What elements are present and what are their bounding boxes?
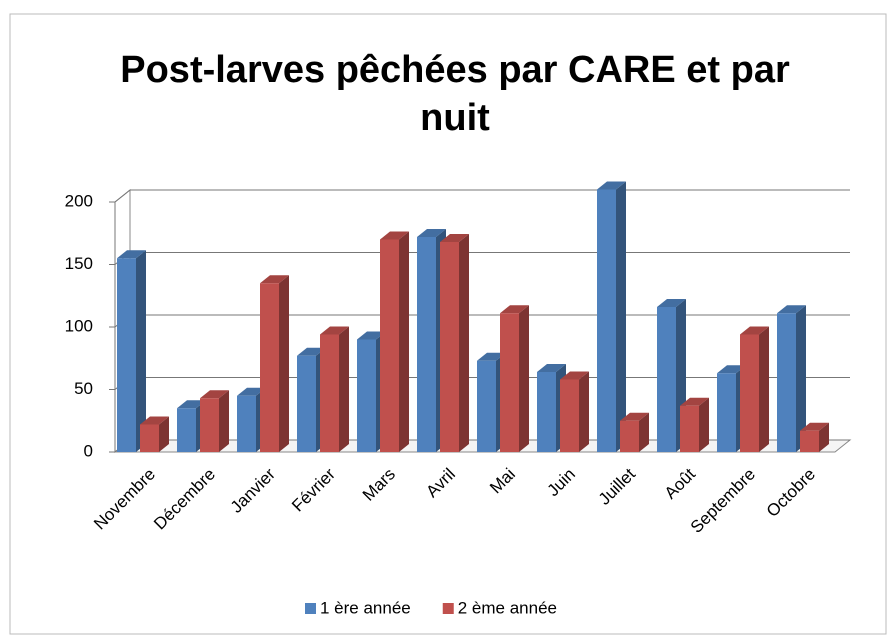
- bar-top: [477, 352, 506, 361]
- bar: [500, 305, 529, 452]
- bar-front: [740, 334, 759, 452]
- bar-side: [819, 422, 829, 452]
- bar: [320, 326, 349, 452]
- legend-swatch: [442, 603, 454, 614]
- bar-front: [717, 373, 736, 452]
- bar-front: [140, 424, 159, 452]
- bar: [380, 231, 409, 452]
- bar-front: [597, 189, 616, 452]
- bar-top: [597, 181, 626, 190]
- bar-top: [357, 331, 386, 340]
- y-tick-label: 100: [65, 316, 93, 335]
- bar-front: [260, 283, 279, 452]
- bar-side: [339, 326, 349, 452]
- bar-side: [796, 305, 806, 452]
- bar-side: [279, 275, 289, 452]
- bar-top: [417, 229, 446, 237]
- bar-front: [440, 242, 459, 452]
- y-tick-label: 50: [74, 379, 93, 398]
- bar-front: [620, 420, 639, 452]
- bar-front: [417, 237, 436, 452]
- bar-top: [380, 231, 409, 240]
- bar-top: [320, 326, 349, 335]
- bar: [560, 371, 589, 452]
- bar-front: [477, 360, 496, 452]
- bar: [200, 390, 229, 452]
- bar-front: [560, 379, 579, 452]
- bar: [117, 250, 146, 452]
- bar-top: [777, 305, 806, 314]
- bar-front: [800, 430, 819, 452]
- bar-side: [639, 412, 649, 452]
- legend-label: 1 ère année: [320, 598, 411, 617]
- bar: [260, 275, 289, 452]
- chart-title: Post-larves pêchées par CARE et par nuit: [120, 49, 790, 139]
- bar-side: [136, 250, 146, 452]
- bar: [777, 305, 806, 452]
- bar: [680, 397, 709, 452]
- bar-side: [159, 416, 169, 452]
- bar-side: [219, 390, 229, 452]
- bar-top: [237, 387, 266, 396]
- bar-front: [297, 355, 316, 452]
- bar-front: [320, 334, 339, 452]
- bar-top: [620, 412, 649, 421]
- bar-top: [657, 299, 686, 307]
- bar-front: [200, 398, 219, 452]
- y-tick-label: 150: [65, 254, 93, 273]
- bar-top: [680, 397, 709, 406]
- bar: [140, 416, 169, 452]
- bar-front: [380, 239, 399, 452]
- bar-top: [440, 234, 469, 242]
- bar-side: [459, 234, 469, 452]
- bar-front: [177, 408, 196, 452]
- bar-side: [399, 231, 409, 452]
- bar: [597, 181, 626, 452]
- bar-top: [117, 250, 146, 259]
- bar-top: [537, 364, 566, 372]
- bar: [620, 412, 649, 452]
- bar-front: [117, 258, 136, 452]
- legend-swatch: [305, 603, 316, 614]
- bar-top: [297, 347, 326, 356]
- y-tick-label: 0: [84, 441, 93, 460]
- legend-label: 2 ème année: [458, 598, 557, 617]
- bar-side: [616, 181, 626, 452]
- bar-top: [740, 326, 769, 335]
- bar: [440, 234, 469, 452]
- bar: [800, 422, 829, 452]
- bar-front: [357, 339, 376, 452]
- bar-front: [237, 395, 256, 452]
- bar-side: [699, 397, 709, 452]
- bar: [657, 299, 686, 452]
- bar-top: [260, 275, 289, 284]
- bar-top: [200, 390, 229, 399]
- bar-top: [140, 416, 169, 425]
- bar-side: [579, 371, 589, 452]
- bar-top: [177, 400, 206, 409]
- bar-top: [717, 365, 746, 374]
- y-tick-label: 200: [65, 191, 93, 210]
- bar-top: [560, 371, 589, 380]
- bar-top: [800, 422, 829, 431]
- bar-front: [500, 313, 519, 452]
- bar-front: [657, 307, 676, 452]
- bar-side: [519, 305, 529, 452]
- bar-front: [777, 313, 796, 452]
- bar-front: [537, 372, 556, 452]
- bar-top: [500, 305, 529, 314]
- bar-front: [680, 405, 699, 452]
- bar: [740, 326, 769, 452]
- grid-line-side: [114, 189, 131, 203]
- bar-side: [759, 326, 769, 452]
